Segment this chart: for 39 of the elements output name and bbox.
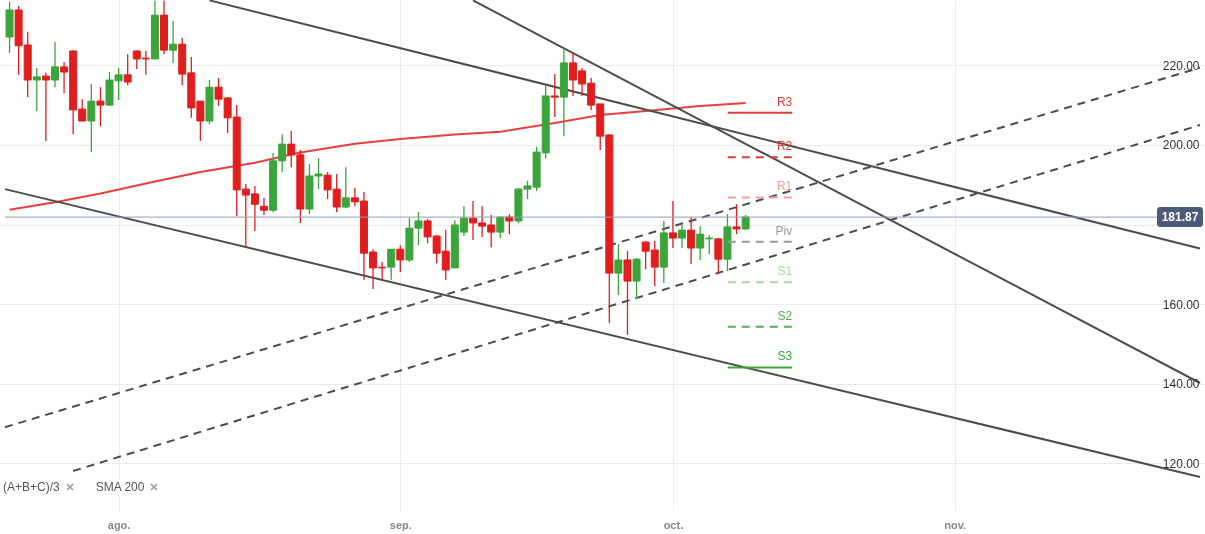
candlestick	[632, 257, 641, 300]
y-tick-label: 160.00	[1162, 297, 1200, 312]
candlestick	[32, 67, 41, 112]
ref-line-label: S2	[777, 308, 793, 323]
candlestick	[687, 216, 696, 265]
y-tick-label: 140.00	[1162, 377, 1200, 392]
candlestick	[623, 250, 632, 336]
candlestick	[387, 248, 396, 281]
candlestick	[678, 224, 687, 249]
ref-line-label: S1	[777, 264, 793, 279]
y-tick-label: 200.00	[1162, 138, 1200, 153]
candlestick	[668, 200, 677, 249]
candlestick	[732, 203, 741, 235]
candlestick	[169, 20, 178, 64]
y-tick-label: 220.00	[1162, 58, 1200, 73]
x-tick-label: nov.	[944, 518, 967, 531]
x-tick-label: ago.	[107, 518, 131, 531]
ref-line-label: R3	[776, 94, 793, 109]
candlestick	[41, 72, 50, 142]
candlestick	[96, 86, 105, 127]
ref-line-label: S3	[777, 349, 793, 364]
line-series	[8, 102, 747, 211]
ref-line-label: R1	[776, 179, 793, 194]
candlestick	[259, 197, 268, 216]
candlestick	[50, 41, 59, 88]
candlestick	[396, 244, 405, 273]
candlestick	[550, 73, 559, 118]
x-tick-label: oct.	[663, 518, 684, 531]
candlestick	[123, 53, 132, 86]
candlestick	[87, 83, 96, 153]
ref-line-label: Piv	[775, 223, 793, 238]
y-tick-label: 120.00	[1162, 456, 1200, 471]
annotation: SMA 200	[95, 480, 145, 494]
annotation: (A+B+C)/3	[3, 480, 60, 494]
candlestick	[614, 243, 623, 296]
candlestick	[714, 237, 723, 274]
ref-line-label: 181.87	[1161, 210, 1199, 225]
x-tick-label: sep.	[389, 518, 412, 531]
candlestick	[341, 166, 350, 209]
